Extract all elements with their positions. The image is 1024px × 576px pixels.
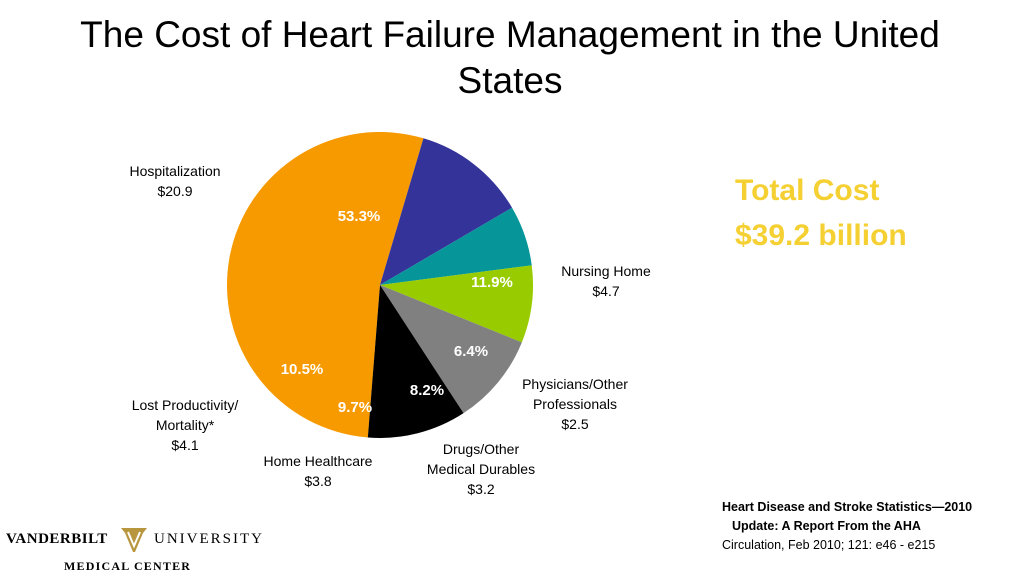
pie-slice-5 [367,285,464,438]
pie-slice-percent-label: 8.2% [410,382,444,399]
pie-slice-category-label: Drugs/Other Medical Durables $3.2 [427,441,535,497]
pie-slice-category-label: Nursing Home $4.7 [561,263,651,299]
citation-source: Circulation, Feb 2010; 121: e46 - e215 [722,538,936,552]
total-cost-value: $39.2 billion [735,219,907,252]
vanderbilt-logo: VANDERBILT UNIVERSITY MEDICAL CENTER [6,523,266,575]
pie-slice-percent-label: 11.9% [471,274,513,291]
total-cost: Total Cost $39.2 billion [735,168,907,258]
pie-slice-4 [380,285,522,414]
pie-slice-category-label: Lost Productivity/Mortality* $4.1 [132,397,239,453]
citation: Heart Disease and Stroke Statistics—2010… [722,498,972,555]
pie-slice-3 [380,265,533,343]
pie-slice-percent-label: 6.4% [454,343,488,360]
slide-title: The Cost of Heart Failure Management in … [80,14,940,101]
pie-slice-percent-label: 53.3% [338,208,381,225]
logo-word-university: UNIVERSITY [154,531,264,547]
pie-slice-category-label: Hospitalization $20.9 [129,163,220,199]
pie-slice-percent-label: 10.5% [281,361,324,378]
logo-medical-center: MEDICAL CENTER [64,559,192,573]
pie-slice-percent-label: 9.7% [338,399,372,416]
logo-word-vanderbilt: VANDERBILT [6,531,108,547]
oak-leaf-v-icon [121,528,147,552]
pie-slice-2 [380,207,532,285]
pie-slice-1 [380,138,513,285]
citation-subtitle: Update: A Report From the AHA [732,519,921,533]
pie-slice-category-label: Home Healthcare $3.8 [264,453,373,489]
pie-slice-0 [227,132,424,438]
citation-title: Heart Disease and Stroke Statistics—2010 [722,500,973,514]
pie-slice-category-label: Physicians/Other Professionals $2.5 [522,376,628,432]
total-cost-label: Total Cost [735,174,880,207]
